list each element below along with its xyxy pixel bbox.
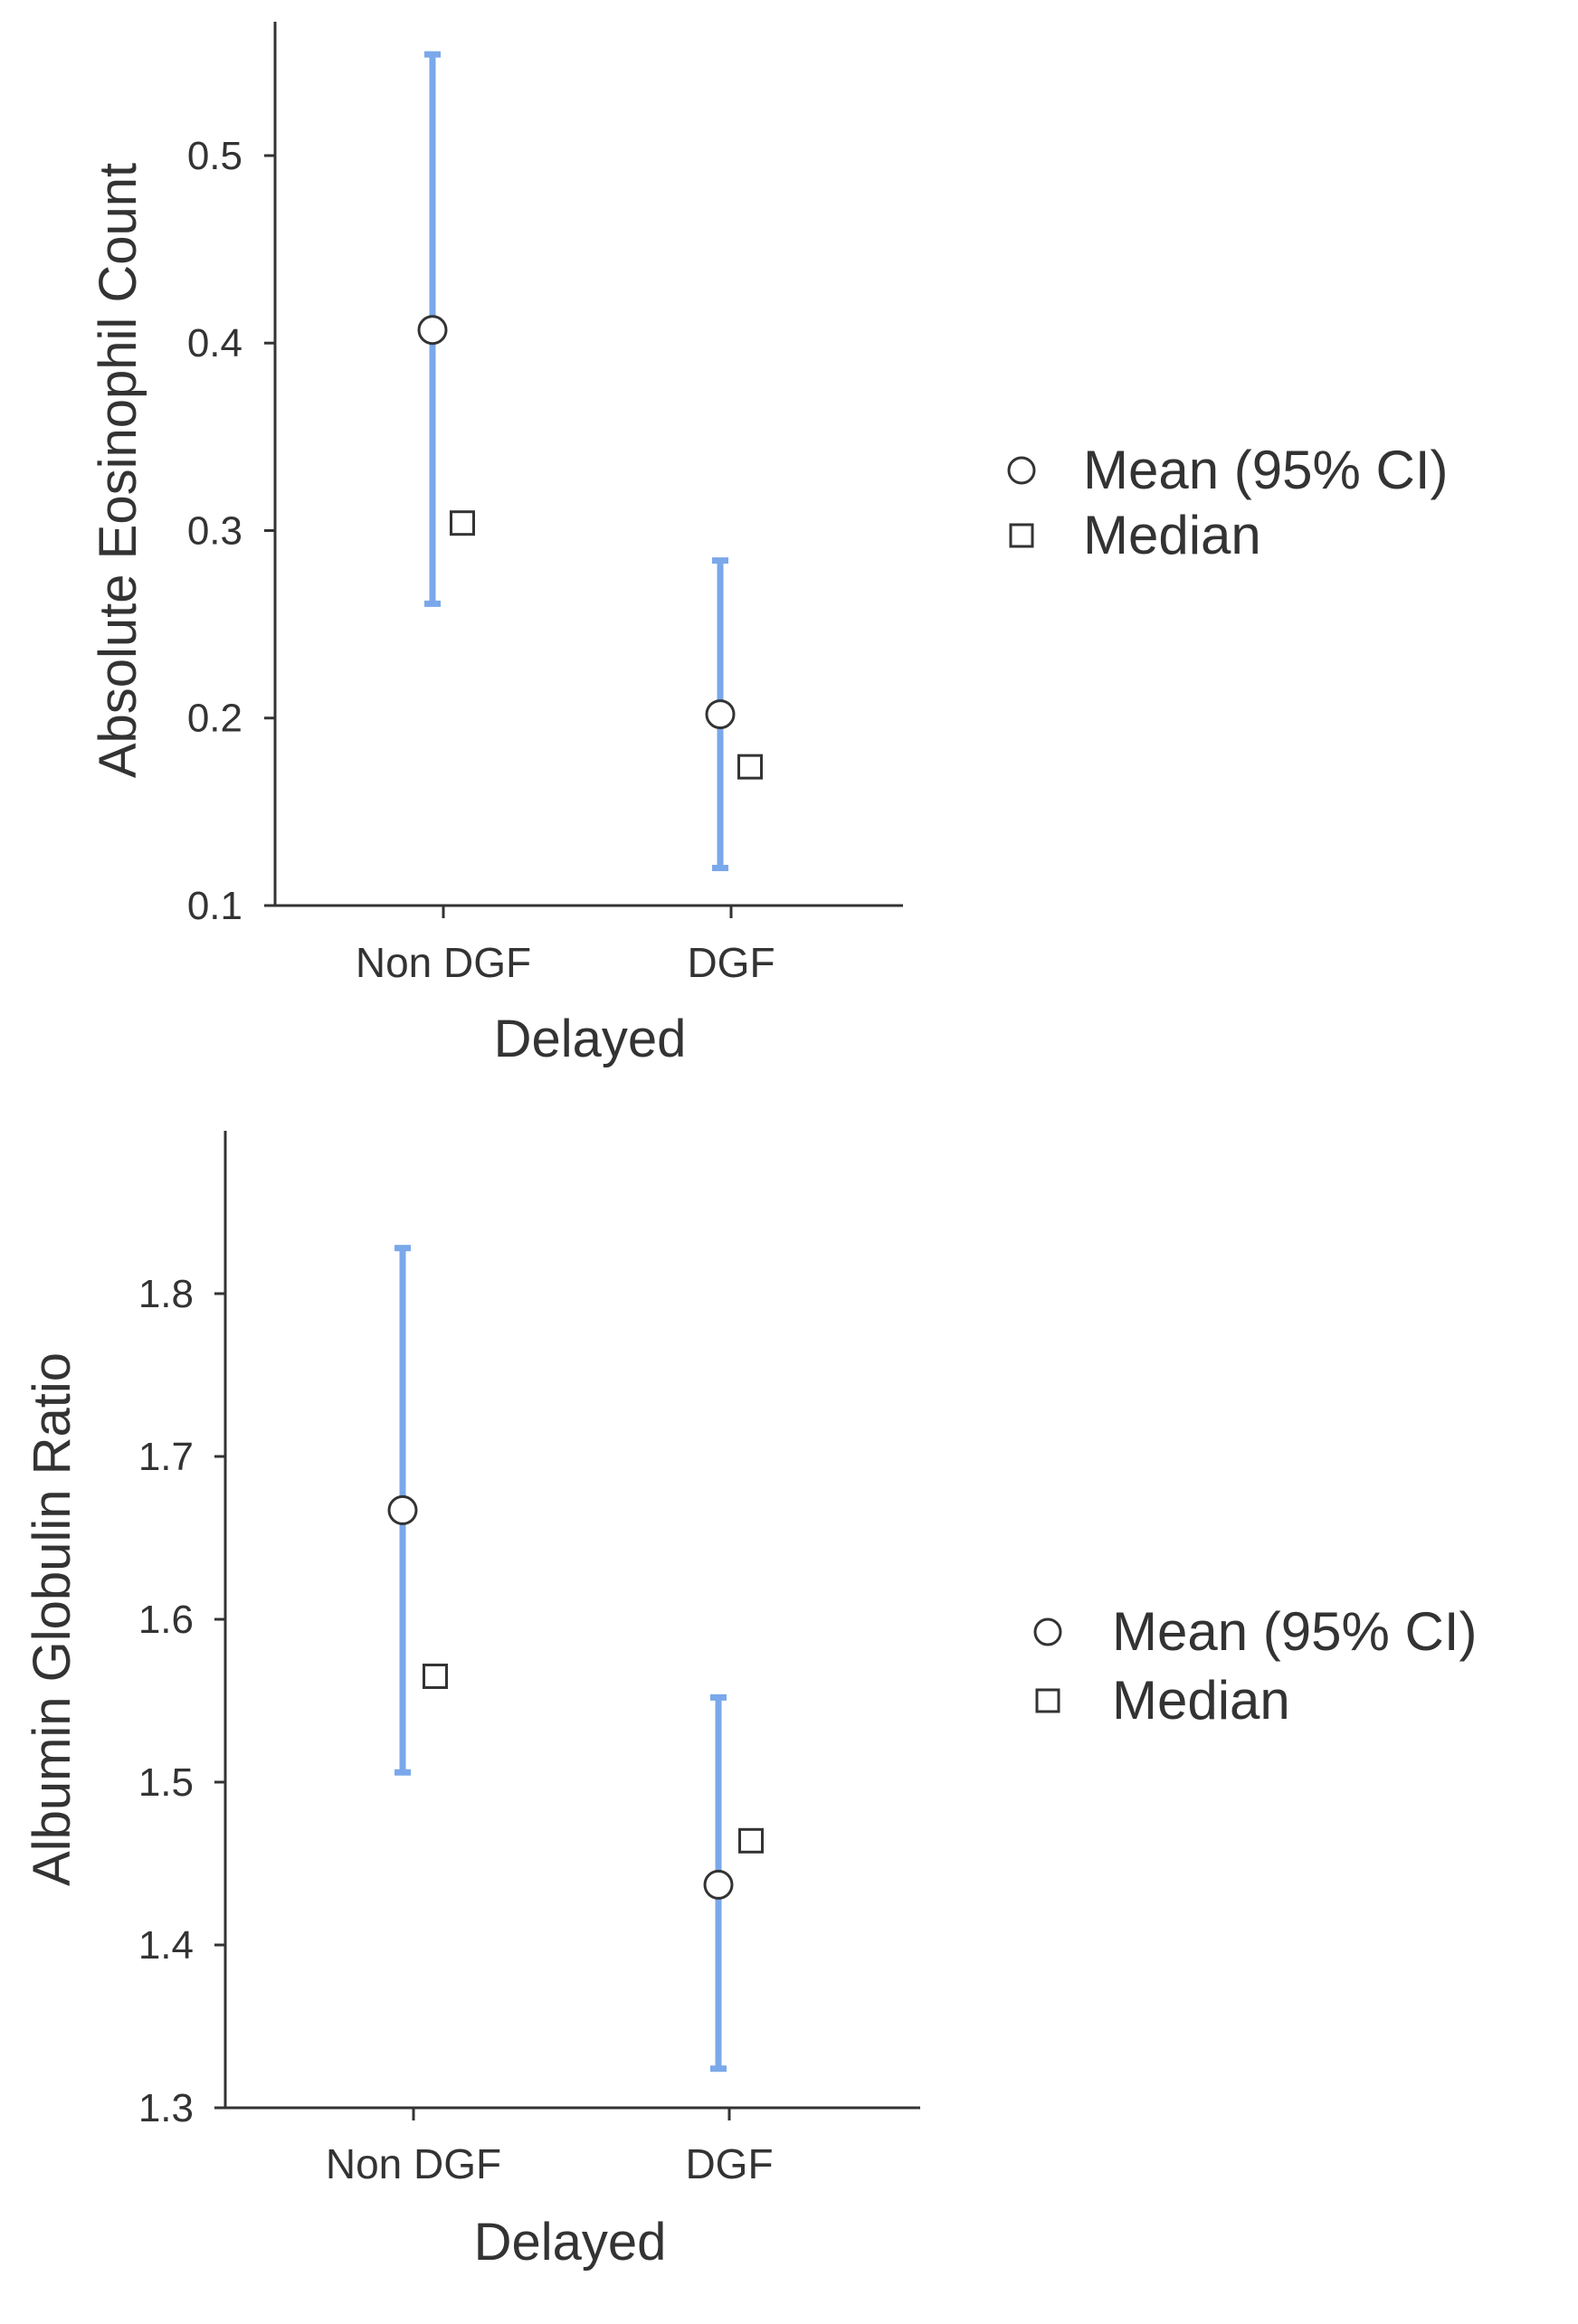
y-tick-label: 0.1 — [187, 884, 242, 928]
y-tick-label: 1.6 — [138, 1598, 194, 1642]
chart-eosinophil: 0.1 0.2 0.3 0.4 0.5 Non DGF DGF — [89, 22, 1448, 1068]
mean-marker — [417, 315, 448, 346]
y-tick-label: 0.4 — [187, 321, 242, 365]
x-tick-label: DGF — [687, 939, 775, 986]
chart-albumin-globulin: 1.3 1.4 1.5 1.6 1.7 1.8 Non DGF DGF — [23, 1131, 1477, 2272]
median-marker — [738, 1827, 764, 1854]
x-axis-title: Delayed — [494, 1010, 687, 1068]
series-group-dgf — [705, 557, 763, 872]
legend: Mean (95% CI) Median — [1033, 1601, 1477, 1731]
legend-mean-label: Mean (95% CI) — [1112, 1601, 1477, 1662]
legend-mean-icon — [1033, 1617, 1062, 1646]
y-tick-label: 1.7 — [138, 1435, 194, 1479]
mean-marker — [703, 1869, 734, 1900]
legend-mean-label: Mean (95% CI) — [1083, 440, 1448, 500]
x-ticks: Non DGF DGF — [356, 906, 775, 986]
legend-mean-icon — [1007, 456, 1036, 485]
median-marker — [450, 510, 475, 536]
x-tick-label: Non DGF — [326, 2140, 501, 2187]
series-group-non-dgf — [387, 1245, 448, 1776]
x-tick-label: Non DGF — [356, 939, 531, 986]
mean-marker — [387, 1494, 418, 1525]
x-ticks: Non DGF DGF — [326, 2108, 774, 2187]
y-tick-label: 1.3 — [138, 2086, 194, 2130]
legend-median-icon — [1009, 523, 1034, 548]
y-axis-title: Absolute Eosinophil Count — [89, 163, 147, 778]
x-axis-title: Delayed — [474, 2213, 667, 2272]
series — [387, 1245, 764, 2073]
y-tick-label: 0.5 — [187, 134, 242, 178]
y-ticks: 1.3 1.4 1.5 1.6 1.7 1.8 — [138, 1272, 225, 2130]
legend-median-icon — [1035, 1688, 1060, 1713]
legend: Mean (95% CI) Median — [1007, 440, 1448, 565]
y-axis-title: Albumin Globulin Ratio — [23, 1352, 81, 1886]
mean-marker — [705, 699, 736, 730]
series — [417, 51, 763, 872]
y-ticks: 0.1 0.2 0.3 0.4 0.5 — [187, 134, 275, 928]
series-group-dgf — [703, 1693, 764, 2073]
y-tick-label: 0.2 — [187, 697, 242, 741]
legend-median-label: Median — [1083, 505, 1261, 565]
y-tick-label: 1.5 — [138, 1760, 194, 1805]
median-marker — [737, 754, 763, 780]
y-tick-label: 1.8 — [138, 1272, 194, 1316]
legend-median-label: Median — [1112, 1670, 1290, 1731]
y-tick-label: 1.4 — [138, 1923, 194, 1968]
x-tick-label: DGF — [685, 2140, 773, 2187]
median-marker — [423, 1664, 448, 1689]
y-tick-label: 0.3 — [187, 508, 242, 553]
series-group-non-dgf — [417, 51, 475, 607]
